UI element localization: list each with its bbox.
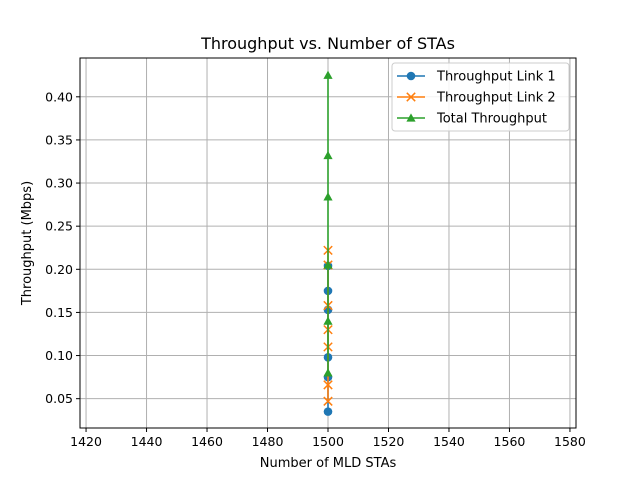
x-tick-label: 1540 — [433, 434, 465, 449]
legend-marker — [406, 71, 416, 81]
x-tick-label: 1420 — [70, 434, 102, 449]
legend-label: Throughput Link 1 — [436, 70, 556, 85]
legend-label: Throughput Link 2 — [436, 91, 556, 106]
x-tick-label: 1500 — [312, 434, 344, 449]
legend-label: Total Throughput — [436, 112, 547, 127]
y-tick-label: 0.40 — [45, 89, 73, 104]
y-tick-label: 0.15 — [45, 305, 73, 320]
y-tick-label: 0.05 — [45, 391, 73, 406]
data-point — [323, 380, 333, 390]
series-3 — [323, 70, 333, 377]
data-point — [323, 396, 333, 406]
chart-title: Throughput vs. Number of STAs — [200, 34, 455, 53]
x-tick-label: 1460 — [191, 434, 223, 449]
y-tick-label: 0.10 — [45, 348, 73, 363]
legend-entry: Throughput Link 1 — [397, 70, 556, 85]
data-point — [323, 150, 333, 160]
legend: Throughput Link 1 Throughput Link 2 Total … — [391, 62, 570, 132]
data-point — [323, 407, 333, 416]
legend-marker — [406, 92, 416, 102]
y-tick-label: 0.25 — [45, 219, 73, 234]
legend-entry: Total Throughput — [397, 112, 547, 127]
legend-marker — [406, 113, 416, 122]
y-axis-label: Throughput (Mbps) — [20, 181, 35, 306]
y-tick-label: 0.35 — [45, 132, 73, 147]
y-axis: 0.05 0.10 0.15 0.20 0.25 0.30 0.35 0.40 — [45, 89, 80, 406]
y-tick-label: 0.30 — [45, 176, 73, 191]
x-tick-label: 1560 — [494, 434, 526, 449]
data-point — [323, 70, 333, 79]
x-tick-label: 1440 — [131, 434, 163, 449]
x-tick-label: 1580 — [554, 434, 586, 449]
x-tick-label: 1520 — [373, 434, 405, 449]
data-point — [323, 192, 333, 201]
x-tick-label: 1480 — [252, 434, 284, 449]
data-point — [323, 316, 333, 325]
series-layer — [323, 70, 333, 416]
legend-box — [391, 62, 570, 132]
data-point — [323, 260, 333, 269]
legend-entry: Throughput Link 2 — [397, 91, 556, 106]
x-axis-label: Number of MLD STAs — [260, 456, 397, 471]
x-axis: 1420 1440 1460 1480 1500 1520 1540 1560 1580 — [70, 428, 586, 449]
y-tick-label: 0.20 — [45, 262, 73, 277]
data-point — [323, 368, 333, 377]
